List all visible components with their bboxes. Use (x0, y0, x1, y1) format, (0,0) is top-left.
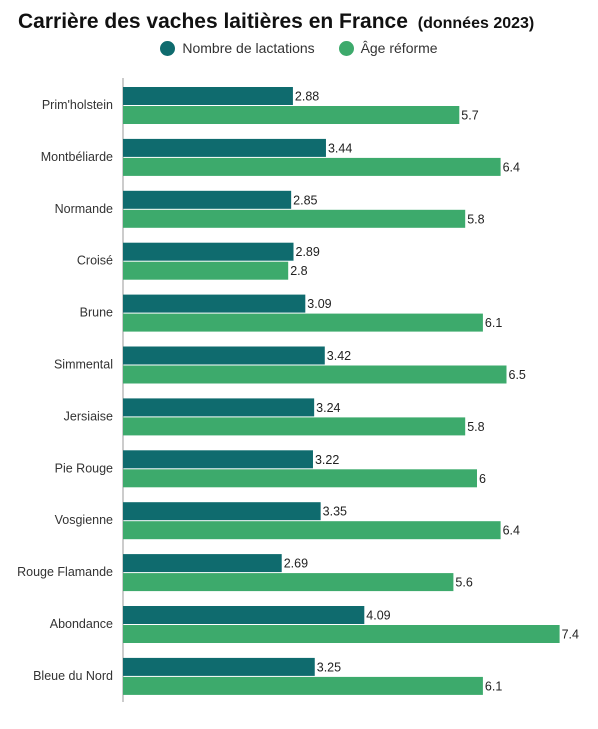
chart-title: Carrière des vaches laitières en France … (18, 10, 534, 34)
data-label: 3.22 (315, 453, 339, 467)
bar-age-reforme (123, 521, 501, 540)
data-label: 5.8 (467, 212, 484, 226)
bar-lactations (123, 346, 325, 365)
data-label: 2.88 (295, 90, 319, 104)
category-label: Normande (55, 202, 113, 216)
category-label: Vosgienne (55, 513, 113, 527)
data-label: 6.5 (509, 368, 526, 382)
bar-lactations (123, 138, 326, 157)
data-label: 6 (479, 472, 486, 486)
bar-lactations (123, 502, 321, 521)
bar-age-reforme (123, 106, 460, 124)
category-label: Montbéliarde (41, 150, 113, 164)
data-label: 5.7 (461, 109, 478, 123)
data-label: 2.89 (296, 245, 320, 259)
legend: Nombre de lactations Âge réforme (0, 40, 598, 59)
category-label: Bleue du Nord (33, 669, 113, 683)
bar-age-reforme (123, 573, 454, 592)
data-label: 3.35 (323, 505, 347, 519)
bar-age-reforme (123, 209, 466, 228)
bar-age-reforme (123, 417, 466, 436)
data-label: 3.44 (328, 141, 352, 155)
data-label: 6.1 (485, 679, 502, 693)
bar-lactations (123, 398, 315, 417)
data-label: 3.25 (317, 660, 341, 674)
category-label: Abondance (50, 617, 113, 631)
bar-age-reforme (123, 261, 289, 280)
data-label: 6.4 (503, 160, 520, 174)
bar-lactations (123, 657, 315, 676)
data-label: 3.24 (316, 401, 340, 415)
data-label: 2.69 (284, 557, 308, 571)
legend-label-lactations: Nombre de lactations (182, 40, 315, 56)
bar-age-reforme (123, 625, 560, 643)
bar-age-reforme (123, 157, 501, 176)
bar-lactations (123, 450, 313, 469)
bar-lactations (123, 606, 365, 624)
data-label: 5.8 (467, 420, 484, 434)
category-label: Prim'holstein (42, 98, 113, 112)
bar-age-reforme (123, 313, 483, 332)
legend-label-age-reforme: Âge réforme (360, 40, 438, 56)
category-label: Croisé (77, 254, 113, 268)
bar-lactations (123, 294, 306, 313)
bar-age-reforme (123, 365, 507, 384)
data-label: 7.4 (562, 628, 579, 642)
bar-age-reforme (123, 469, 477, 488)
data-label: 4.09 (366, 609, 390, 623)
data-label: 6.1 (485, 316, 502, 330)
legend-dot-age-reforme (338, 40, 354, 56)
data-label: 5.6 (455, 576, 472, 590)
chart-subtitle: (données 2023) (417, 15, 535, 32)
data-label: 2.8 (290, 264, 307, 278)
bar-lactations (123, 554, 282, 573)
category-label: Brune (80, 306, 113, 320)
category-label: Simmental (54, 358, 113, 372)
bar-lactations (123, 242, 294, 261)
category-label: Rouge Flamande (17, 565, 113, 579)
bar-lactations (123, 87, 293, 105)
legend-item-age-reforme: Âge réforme (338, 40, 438, 56)
data-label: 3.42 (327, 349, 351, 363)
data-label: 3.09 (307, 297, 331, 311)
data-label: 6.4 (503, 524, 520, 538)
chart-title-text: Carrière des vaches laitières en France (18, 10, 408, 33)
bar-age-reforme (123, 676, 483, 695)
legend-dot-lactations (160, 40, 176, 56)
category-label: Pie Rouge (55, 461, 113, 475)
bar-lactations (123, 190, 292, 209)
category-label: Jersiaise (64, 409, 113, 423)
legend-item-lactations: Nombre de lactations (160, 40, 315, 56)
data-label: 2.85 (293, 193, 317, 207)
